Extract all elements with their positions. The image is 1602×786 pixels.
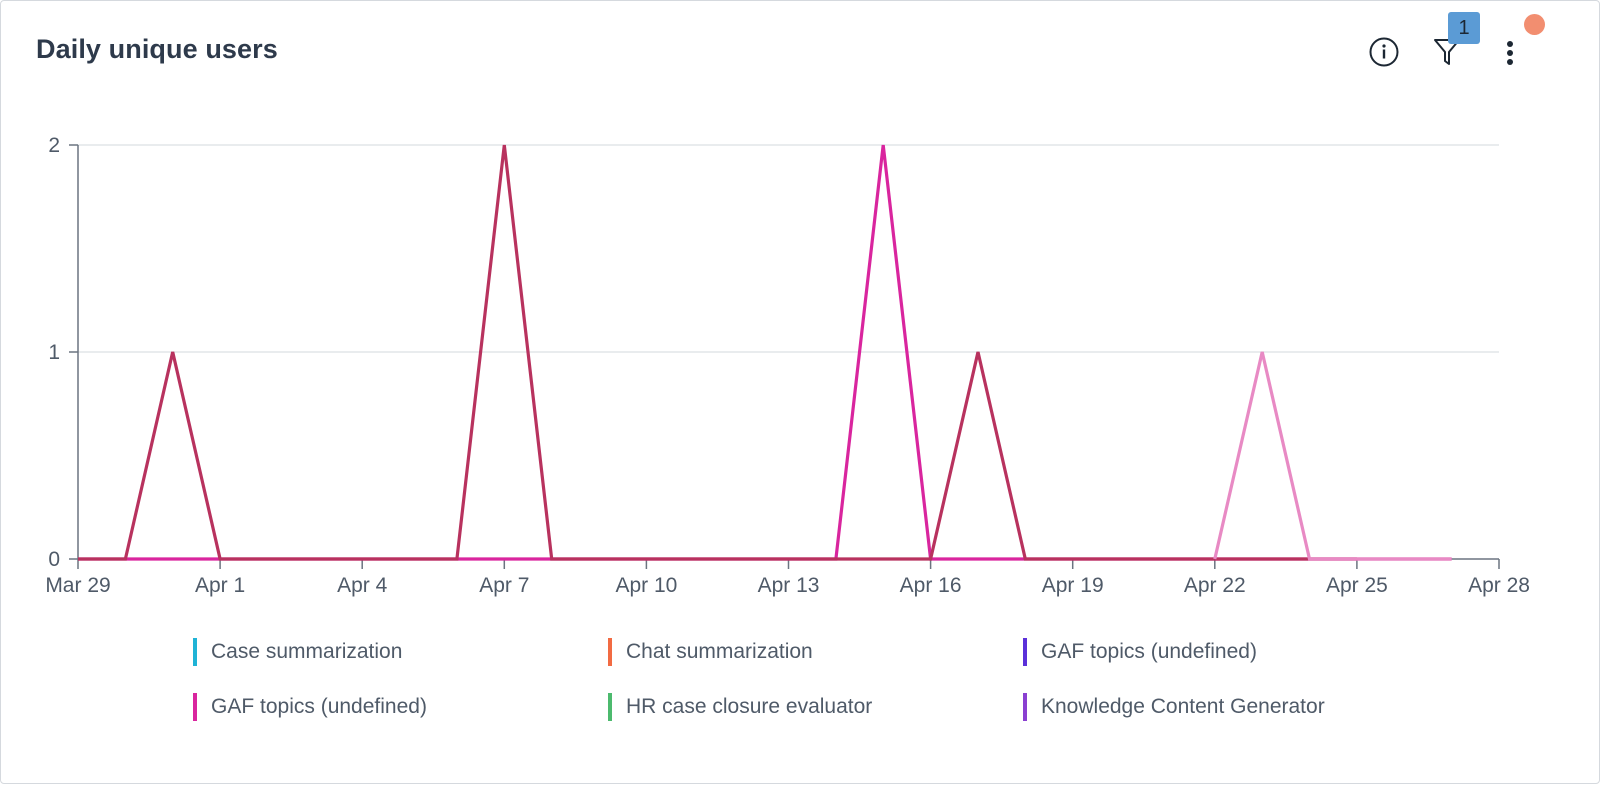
legend-item[interactable]: GAF topics (undefined) [1023, 638, 1257, 666]
x-tick-label: Apr 22 [1184, 574, 1246, 597]
legend-swatch [608, 638, 612, 666]
kebab-menu-icon[interactable] [1499, 37, 1521, 69]
legend-label: GAF topics (undefined) [1041, 640, 1257, 663]
x-tick-label: Apr 19 [1042, 574, 1104, 597]
widget-title: Daily unique users [36, 34, 278, 64]
legend-item[interactable]: Knowledge Content Generator [1023, 693, 1325, 721]
legend-label: Chat summarization [626, 640, 813, 663]
legend-swatch [193, 638, 197, 666]
notification-dot [1524, 14, 1545, 35]
legend-swatch [608, 693, 612, 721]
x-tick-label: Apr 16 [900, 574, 962, 597]
legend-swatch [193, 693, 197, 721]
legend-item[interactable]: Case summarization [193, 638, 402, 666]
x-tick-label: Apr 10 [615, 574, 677, 597]
y-tick-label: 1 [48, 341, 60, 364]
legend-swatch [1023, 638, 1027, 666]
x-tick-label: Apr 28 [1468, 574, 1530, 597]
y-tick-label: 0 [48, 548, 60, 571]
series-line-7 [1213, 351, 1452, 561]
x-tick-label: Apr 1 [195, 574, 245, 597]
legend-label: HR case closure evaluator [626, 695, 873, 718]
x-tick-label: Mar 29 [45, 574, 110, 597]
legend-item[interactable]: GAF topics (undefined) [193, 693, 427, 721]
x-tick-label: Apr 13 [758, 574, 820, 597]
legend-label: Case summarization [211, 640, 403, 663]
filter-count-badge[interactable]: 1 [1448, 12, 1480, 44]
x-tick-label: Apr 25 [1326, 574, 1388, 597]
info-icon[interactable] [1368, 36, 1400, 68]
legend-label: GAF topics (undefined) [211, 695, 427, 718]
legend-swatch [1023, 693, 1027, 721]
legend-item[interactable]: HR case closure evaluator [608, 693, 872, 721]
legend-item[interactable]: Chat summarization [608, 638, 813, 666]
y-tick-label: 2 [48, 134, 60, 157]
x-tick-label: Apr 4 [337, 574, 388, 597]
series-line-6 [78, 144, 1357, 561]
legend-label: Knowledge Content Generator [1041, 695, 1325, 718]
x-tick-label: Apr 7 [479, 574, 529, 597]
